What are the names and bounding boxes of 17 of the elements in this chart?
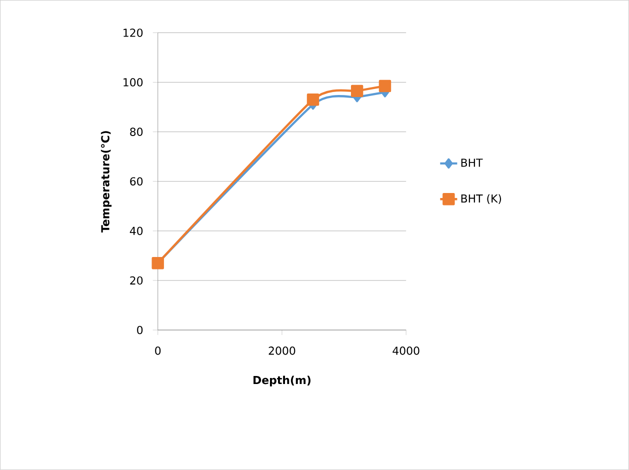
x-axis-title: Depth(m) [254,376,310,386]
y-tick-label: 100 [124,78,143,86]
y-tick-label: 0 [137,326,143,334]
y-axis-title: Temperature(°C) [100,131,112,233]
point [350,84,364,98]
y-tick-label: 60 [130,177,143,186]
legend-label: BHT [461,158,483,167]
x-tick-label: 4000 [392,346,420,355]
x-tick-label: 0 [155,346,161,355]
y-tick-label: 120 [124,28,143,37]
point [378,80,392,92]
y-tick-label: 40 [130,226,143,236]
y-tick-label: 20 [130,276,143,285]
legend-label: BHT (K) [461,194,502,204]
x-tick-label: 2000 [268,346,296,355]
point [306,94,320,106]
y-tick-label: 80 [130,128,143,136]
